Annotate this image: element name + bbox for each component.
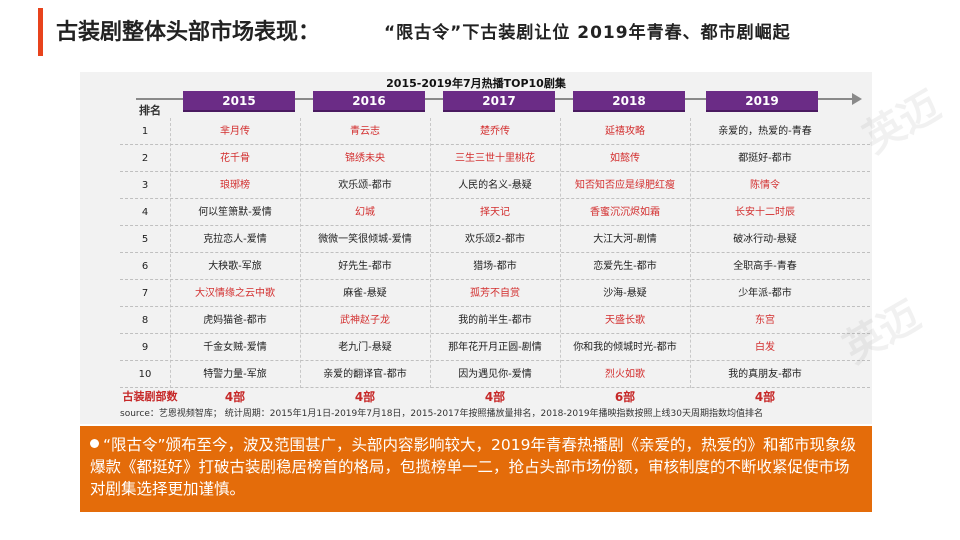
drama-cell: 东宫: [755, 315, 775, 326]
table-row: 4 何以笙箫默-爱情 幻城 择天记 香蜜沉沉烬如霜 长安十二时辰: [120, 199, 870, 226]
drama-cell: 延禧攻略: [605, 126, 645, 137]
drama-cell: 因为遇见你-爱情: [458, 369, 532, 380]
rank-cell: 2: [141, 153, 149, 164]
table-row: 1 芈月传 青云志 楚乔传 延禧攻略 亲爱的，热爱的-青春: [120, 118, 870, 145]
drama-cell: 琅琊榜: [220, 180, 250, 191]
year-tab-2019: 2019: [706, 91, 818, 112]
drama-cell: 大秧歌-军旅: [208, 261, 262, 272]
drama-cell: 人民的名义-悬疑: [458, 180, 532, 191]
drama-cell: 香蜜沉沉烬如霜: [590, 207, 660, 218]
rank-cell: 6: [141, 261, 149, 272]
year-tab-2016: 2016: [313, 91, 425, 112]
summary-text: “限古令”颁布至今，波及范围甚广，头部内容影响较大，2019年青春热播剧《亲爱的…: [90, 434, 862, 500]
drama-cell: 芈月传: [220, 126, 250, 137]
drama-cell: 大汉情缘之云中歌: [195, 288, 275, 299]
title-accent-bar: [38, 8, 43, 56]
page-subtitle: “限古令”下古装剧让位 2019年青春、都市剧崛起: [384, 23, 791, 43]
drama-cell: 微微一笑很倾城-爱情: [318, 234, 412, 245]
drama-cell: 楚乔传: [480, 126, 510, 137]
table-row: 7 大汉情缘之云中歌 麻雀-悬疑 孤芳不自赏 沙海-悬疑 少年派-都市: [120, 280, 870, 307]
rank-column-header: 排名: [139, 104, 161, 117]
table-row: 3 琅琊榜 欢乐颂-都市 人民的名义-悬疑 知否知否应是绿肥红瘦 陈情令: [120, 172, 870, 199]
drama-cell: 猎场-都市: [473, 261, 517, 272]
drama-cell: 青云志: [350, 126, 380, 137]
summary-callout: “限古令”颁布至今，波及范围甚广，头部内容影响较大，2019年青春热播剧《亲爱的…: [80, 426, 872, 512]
drama-cell: 如懿传: [610, 153, 640, 164]
drama-cell: 少年派-都市: [738, 288, 792, 299]
column-divider: [300, 118, 301, 388]
rank-cell: 9: [141, 342, 149, 353]
table-row: 2 花千骨 锦绣未央 三生三世十里桃花 如懿传 都挺好-都市: [120, 145, 870, 172]
drama-cell: 麻雀-悬疑: [343, 288, 387, 299]
rank-cell: 10: [138, 369, 152, 380]
drama-cell: 大江大河-剧情: [593, 234, 657, 245]
drama-cell: 三生三世十里桃花: [455, 153, 535, 164]
column-divider: [430, 118, 431, 388]
count-2015: 4部: [224, 390, 246, 404]
drama-cell: 破冰行动-悬疑: [733, 234, 797, 245]
rank-cell: 1: [141, 126, 149, 137]
drama-cell: 知否知否应是绿肥红瘦: [575, 180, 675, 191]
drama-cell: 你和我的倾城时光-都市: [573, 342, 677, 353]
drama-cell: 何以笙箫默-爱情: [198, 207, 272, 218]
count-2016: 4部: [354, 390, 376, 404]
drama-cell: 都挺好-都市: [738, 153, 792, 164]
drama-cell: 恋爱先生-都市: [593, 261, 657, 272]
drama-cell: 沙海-悬疑: [603, 288, 647, 299]
table-row: 9 千金女贼-爱情 老九门-悬疑 那年花开月正圆-剧情 你和我的倾城时光-都市 白发: [120, 334, 870, 361]
drama-cell: 武神赵子龙: [340, 315, 390, 326]
drama-cell: 烈火如歌: [605, 369, 645, 380]
count-2017: 4部: [484, 390, 506, 404]
column-divider: [690, 118, 691, 388]
year-tab-2018: 2018: [573, 91, 685, 112]
drama-cell: 全职高手-青春: [733, 261, 797, 272]
count-2019: 4部: [754, 390, 776, 404]
year-tab-2015: 2015: [183, 91, 295, 112]
rank-cell: 5: [141, 234, 149, 245]
drama-cell: 千金女贼-爱情: [203, 342, 267, 353]
count-2018: 6部: [614, 390, 636, 404]
costume-drama-count-row: 古装剧部数 4部 4部 4部 6部 4部: [120, 388, 870, 406]
drama-cell: 欢乐颂-都市: [338, 180, 392, 191]
drama-cell: 特警力量-军旅: [203, 369, 267, 380]
source-note: source：艺恩视频智库； 统计周期：2015年1月1日-2019年7月18日…: [120, 409, 764, 419]
drama-cell: 那年花开月正圆-剧情: [448, 342, 542, 353]
drama-cell: 白发: [755, 342, 775, 353]
rank-cell: 4: [141, 207, 149, 218]
drama-cell: 老九门-悬疑: [338, 342, 392, 353]
column-divider: [560, 118, 561, 388]
rank-cell: 3: [141, 180, 149, 191]
year-tab-2017: 2017: [443, 91, 555, 112]
drama-cell: 我的前半生-都市: [458, 315, 532, 326]
table-row: 6 大秧歌-军旅 好先生-都市 猎场-都市 恋爱先生-都市 全职高手-青春: [120, 253, 870, 280]
drama-cell: 孤芳不自赏: [470, 288, 520, 299]
drama-cell: 天盛长歌: [605, 315, 645, 326]
timeline-arrow-icon: [852, 93, 862, 105]
rank-cell: 8: [141, 315, 149, 326]
bullet-icon: [90, 439, 99, 448]
drama-cell: 亲爱的翻译官-都市: [323, 369, 407, 380]
table-row: 8 虎妈猫爸-都市 武神赵子龙 我的前半生-都市 天盛长歌 东宫: [120, 307, 870, 334]
drama-cell: 陈情令: [750, 180, 780, 191]
drama-cell: 锦绣未央: [345, 153, 385, 164]
drama-cell: 长安十二时辰: [735, 207, 795, 218]
drama-cell: 花千骨: [220, 153, 250, 164]
drama-cell: 幻城: [355, 207, 375, 218]
table-row: 5 克拉恋人-爱情 微微一笑很倾城-爱情 欢乐颂2-都市 大江大河-剧情 破冰行动-悬疑: [120, 226, 870, 253]
drama-cell: 欢乐颂2-都市: [465, 234, 525, 245]
drama-cell: 好先生-都市: [338, 261, 392, 272]
drama-cell: 亲爱的，热爱的-青春: [718, 126, 812, 137]
drama-cell: 择天记: [480, 207, 510, 218]
column-divider: [170, 118, 171, 388]
drama-cell: 虎妈猫爸-都市: [203, 315, 267, 326]
drama-cell: 我的真朋友-都市: [728, 369, 802, 380]
count-label: 古装剧部数: [122, 390, 178, 403]
page-title: 古装剧整体头部市场表现：: [56, 20, 321, 45]
table-row: 10 特警力量-军旅 亲爱的翻译官-都市 因为遇见你-爱情 烈火如歌 我的真朋友-都市: [120, 361, 870, 388]
top10-table-panel: 2015-2019年7月热播TOP10剧集 排名 2015 2016 2017 …: [80, 72, 872, 424]
drama-cell: 克拉恋人-爱情: [203, 234, 267, 245]
rank-cell: 7: [141, 288, 149, 299]
summary-body: “限古令”颁布至今，波及范围甚广，头部内容影响较大，2019年青春热播剧《亲爱的…: [90, 436, 857, 498]
table-title: 2015-2019年7月热播TOP10剧集: [386, 77, 566, 90]
